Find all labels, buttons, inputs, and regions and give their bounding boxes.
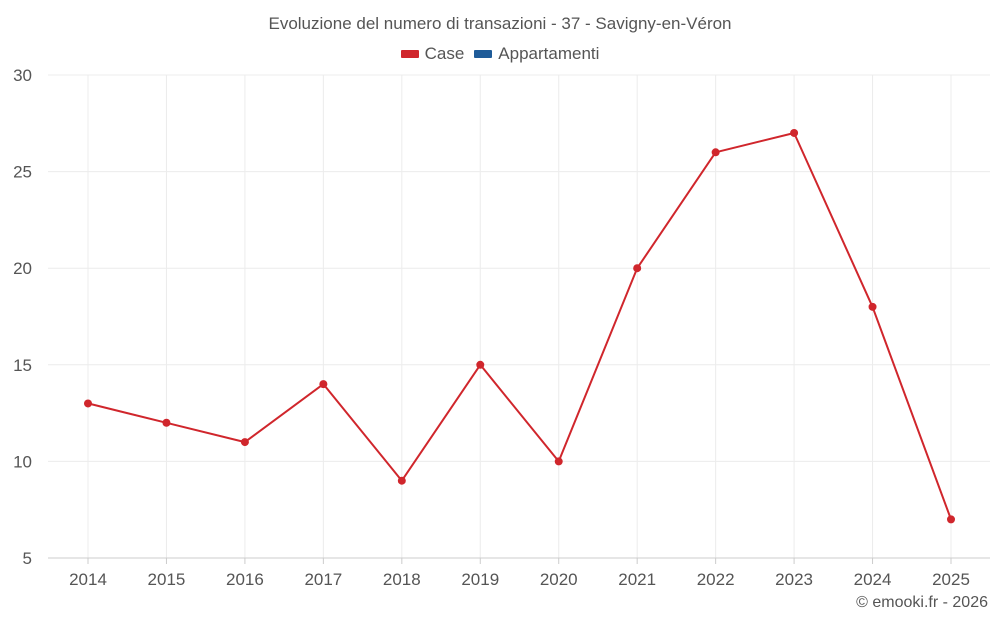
- data-point: [554, 457, 563, 466]
- y-tick-label: 5: [23, 549, 32, 568]
- x-tick-label: 2021: [618, 570, 656, 589]
- x-tick-label: 2015: [148, 570, 186, 589]
- data-point: [476, 360, 485, 369]
- y-tick-label: 30: [13, 66, 32, 85]
- data-point: [711, 148, 720, 157]
- data-point: [397, 476, 406, 485]
- x-tick-label: 2022: [697, 570, 735, 589]
- series: [84, 128, 955, 524]
- data-point: [162, 418, 171, 427]
- legend-swatch-appartamenti: [474, 50, 493, 58]
- legend: Case Appartamenti: [0, 44, 1000, 64]
- data-point: [790, 128, 799, 137]
- legend-label-case: Case: [424, 44, 465, 63]
- legend-item-case[interactable]: Case: [400, 44, 465, 64]
- x-tick-label: 2014: [69, 570, 107, 589]
- data-point: [84, 399, 92, 408]
- x-tick-label: 2025: [932, 570, 970, 589]
- x-tick-label: 2020: [540, 570, 578, 589]
- series-line-case: [87, 132, 952, 520]
- data-point: [633, 264, 642, 273]
- y-tick-label: 20: [13, 259, 32, 278]
- legend-label-appartamenti: Appartamenti: [498, 44, 600, 63]
- y-tick-label: 10: [13, 452, 32, 471]
- grid: [48, 74, 990, 558]
- legend-swatch-case: [400, 50, 419, 58]
- y-tick-label: 25: [13, 163, 32, 182]
- x-tick-label: 2017: [304, 570, 342, 589]
- x-tick-label: 2018: [383, 570, 421, 589]
- x-tick-label: 2016: [226, 570, 264, 589]
- data-point: [868, 302, 877, 311]
- x-tick-label: 2024: [854, 570, 892, 589]
- y-tick-label: 15: [13, 356, 32, 375]
- data-point: [240, 438, 249, 447]
- chart-title: Evoluzione del numero di transazioni - 3…: [268, 14, 732, 33]
- legend-item-appartamenti[interactable]: Appartamenti: [474, 44, 599, 64]
- data-point: [319, 380, 328, 389]
- data-point: [947, 515, 955, 524]
- credit-text: © emooki.fr - 2026: [856, 594, 988, 611]
- x-tick-label: 2023: [775, 570, 813, 589]
- x-tick-label: 2019: [461, 570, 499, 589]
